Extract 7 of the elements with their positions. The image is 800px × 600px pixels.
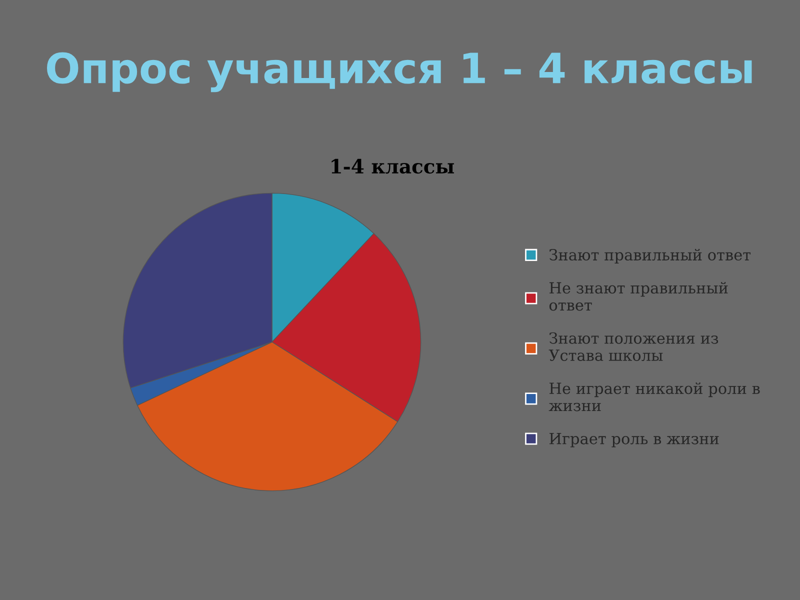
legend-label: Играет роль в жизни [550, 432, 719, 448]
chart-subtitle: 1-4 классы [332, 158, 454, 174]
legend-label: Не играет никакой роли в жизни [548, 382, 760, 412]
legend-label: Знают положения из Устава школы [548, 332, 718, 361]
legend-label: Знают правильный ответ [549, 248, 751, 264]
legend-label: Не знают правильный ответ [549, 282, 728, 311]
chart-title: Опрос учащихся 1 – 4 классы [46, 52, 752, 92]
